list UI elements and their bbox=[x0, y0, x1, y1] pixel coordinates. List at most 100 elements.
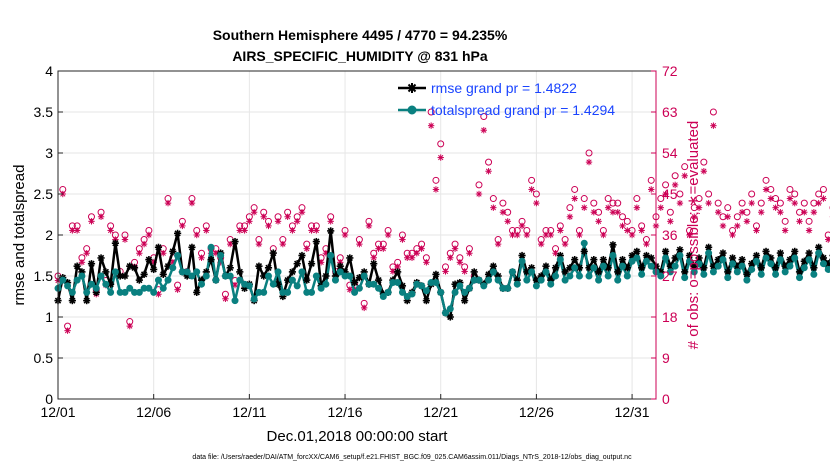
y-right-tick-label: 63 bbox=[662, 104, 678, 120]
totalspread-point bbox=[169, 264, 177, 272]
obs-evaluated-point bbox=[78, 259, 86, 266]
legend: rmse grand pr = 1.4822 totalspread grand… bbox=[398, 80, 615, 118]
rmse-point bbox=[68, 297, 76, 305]
totalspread-point bbox=[642, 257, 650, 265]
rmse-point bbox=[159, 270, 167, 278]
rmse-point bbox=[312, 237, 320, 246]
totalspread-point bbox=[408, 290, 416, 298]
totalspread-point bbox=[757, 270, 765, 278]
totalspread-point bbox=[786, 262, 794, 270]
legend-spread-label: totalspread grand pr = 1.4294 bbox=[431, 102, 615, 118]
obs-evaluated-point bbox=[227, 240, 234, 248]
totalspread-point bbox=[647, 262, 655, 270]
obs-possible-point bbox=[647, 176, 655, 184]
totalspread-point bbox=[690, 268, 698, 276]
obs-possible-point bbox=[585, 149, 593, 157]
totalspread-point bbox=[193, 268, 201, 276]
obs-possible-point bbox=[819, 185, 827, 193]
obs-evaluated-point bbox=[451, 245, 459, 252]
totalspread-point bbox=[451, 288, 459, 296]
rmse-point bbox=[614, 268, 622, 276]
obs-evaluated-point bbox=[136, 250, 143, 257]
y-right-tick-label: 72 bbox=[662, 63, 678, 79]
y-right-tick-label: 18 bbox=[662, 309, 678, 325]
obs-evaluated-point bbox=[490, 204, 497, 211]
obs-evaluated-point bbox=[418, 245, 425, 252]
totalspread-point bbox=[73, 276, 81, 284]
totalspread-point bbox=[351, 288, 359, 296]
totalspread-point bbox=[614, 276, 622, 284]
obs-evaluated-point bbox=[423, 259, 430, 266]
totalspread-point bbox=[154, 276, 162, 284]
totalspread-point bbox=[250, 295, 258, 303]
rmse-point bbox=[174, 229, 182, 237]
rmse-point bbox=[73, 262, 81, 270]
rmse-point bbox=[590, 256, 598, 264]
totalspread-point bbox=[83, 288, 91, 296]
x-axis-label: Dec.01,2018 00:00:00 start bbox=[267, 428, 449, 445]
obs-possible-point bbox=[633, 195, 641, 203]
obs-evaluated-point bbox=[514, 231, 521, 239]
obs-evaluated-point bbox=[786, 195, 794, 202]
rmse-point bbox=[111, 239, 120, 247]
rmse-point bbox=[810, 264, 818, 272]
rmse-point bbox=[633, 247, 641, 255]
obs-evaluated-point bbox=[274, 218, 282, 225]
totalspread-point bbox=[719, 256, 727, 264]
obs-evaluated-point bbox=[494, 240, 502, 248]
totalspread-point bbox=[810, 270, 818, 278]
obs-possible-point bbox=[485, 158, 493, 166]
rmse-point bbox=[762, 247, 770, 255]
obs-possible-point bbox=[776, 199, 784, 207]
obs-evaluated-point bbox=[719, 222, 727, 230]
y-right-axis-label: # of obs: o=possible; ∗=evaluated bbox=[685, 121, 702, 350]
rmse-point bbox=[293, 260, 301, 268]
totalspread-point bbox=[518, 257, 526, 265]
obs-evaluated-point bbox=[461, 268, 468, 275]
obs-evaluated-point bbox=[743, 218, 751, 225]
rmse-point bbox=[638, 264, 646, 272]
totalspread-point bbox=[705, 249, 713, 257]
obs-evaluated-point bbox=[88, 218, 95, 225]
y-tick-label: 0.5 bbox=[34, 350, 54, 366]
obs-evaluated-point bbox=[695, 204, 703, 211]
obs-evaluated-point bbox=[384, 231, 392, 239]
legend-spread-marker bbox=[407, 105, 417, 115]
obs-possible-point bbox=[748, 190, 756, 198]
obs-evaluated-point bbox=[691, 213, 698, 220]
obs-evaluated-point bbox=[160, 250, 167, 257]
obs-evaluated-point bbox=[671, 181, 679, 189]
obs-possible-point bbox=[781, 217, 789, 225]
obs-evaluated-point bbox=[179, 222, 186, 230]
obs-possible-point bbox=[695, 195, 703, 203]
obs-possible-point bbox=[700, 158, 708, 166]
totalspread-point bbox=[375, 284, 383, 292]
rmse-point bbox=[422, 297, 430, 305]
rmse-point bbox=[207, 256, 215, 264]
obs-evaluated-point bbox=[805, 227, 813, 234]
obs-evaluated-point bbox=[576, 231, 583, 239]
totalspread-point bbox=[217, 252, 225, 259]
obs-evaluated-point bbox=[97, 213, 105, 220]
obs-evaluated-point bbox=[485, 168, 492, 175]
totalspread-point bbox=[322, 280, 330, 288]
totalspread-point bbox=[231, 297, 239, 305]
totalspread-point bbox=[207, 243, 215, 251]
obs-evaluated-point bbox=[547, 231, 554, 239]
rmse-point bbox=[226, 264, 234, 272]
obs-evaluated-point bbox=[523, 231, 531, 239]
obs-evaluated-point bbox=[638, 227, 645, 234]
obs-evaluated-point bbox=[341, 231, 349, 239]
obs-evaluated-point bbox=[781, 227, 789, 234]
totalspread-point bbox=[312, 272, 320, 280]
obs-evaluated-point bbox=[681, 172, 688, 179]
totalspread-point bbox=[633, 254, 641, 262]
totalspread-point bbox=[308, 288, 316, 296]
totalspread-point bbox=[566, 272, 574, 280]
totalspread-point bbox=[331, 276, 339, 284]
totalspread-point bbox=[126, 284, 134, 292]
totalspread-point bbox=[681, 274, 689, 282]
rmse-point bbox=[776, 249, 784, 257]
obs-evaluated-point bbox=[710, 122, 717, 129]
totalspread-point bbox=[815, 249, 823, 257]
